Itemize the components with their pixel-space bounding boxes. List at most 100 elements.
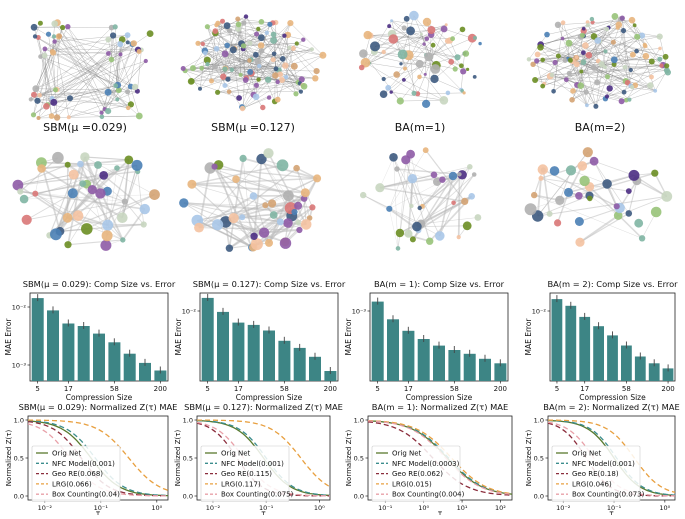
bar [418,339,430,381]
network-node [390,90,393,93]
x-tick-label: 5 [35,385,39,393]
network-node [382,77,386,81]
network-node [226,245,233,252]
bar [635,357,646,382]
network-node [181,66,186,71]
network-node [580,33,585,38]
network-graph-6 [360,147,481,250]
chart-title: SBM(μ = 0.029): Normalized Z(τ) MAE [19,402,178,412]
network-node [255,58,262,65]
caption-ba-m1: BA(m=1) [395,121,446,134]
network-node [451,201,456,206]
network-node [460,27,466,33]
network-node [301,38,305,42]
network-node [239,73,243,77]
network-edge [537,61,543,86]
network-node [243,77,249,83]
network-node [386,206,392,212]
network-node [581,59,587,65]
network-node [399,62,402,65]
bar [402,331,414,381]
network-node [52,152,64,164]
network-node [272,72,278,78]
network-node [534,58,539,63]
bar [387,319,399,381]
network-node [301,83,308,90]
network-node [408,174,417,183]
network-node [566,40,573,47]
network-graph-7 [525,147,673,247]
network-node [468,193,475,200]
network-node [203,51,208,56]
network-node [459,63,464,68]
network-node [579,70,583,74]
network-edge [435,79,463,91]
x-axis-label: Compression Size [579,393,646,402]
legend-label: Box Counting(0.073) [572,491,645,499]
network-node [586,52,593,59]
network-node [205,24,210,29]
network-node [561,20,566,25]
network-node [144,59,148,63]
bar [202,298,214,381]
network-node [423,147,429,153]
network-node [412,222,422,232]
network-node [661,191,672,202]
network-node [417,75,422,80]
network-node [274,66,279,71]
network-node [263,148,273,158]
bar [294,348,306,381]
y-tick-label: 0.5 [354,455,364,463]
network-node [106,51,111,56]
network-node [375,183,384,192]
network-node [643,43,647,47]
line-chart-3: BA(m = 2): Normalized Z(τ) MAE0.00.51.01… [525,402,680,515]
network-node [575,192,583,200]
network-node [540,58,545,63]
network-node [424,52,433,61]
network-node [227,90,232,95]
network-node [43,103,50,110]
network-node [314,68,320,74]
network-node [551,89,556,94]
network-node [473,36,477,40]
network-node [582,27,586,31]
network-node [420,33,423,36]
network-node [602,179,612,189]
network-node [50,99,57,106]
network-node [394,166,399,171]
network-node [472,172,477,177]
network-node [575,55,579,59]
x-tick-label: 10¹ [457,504,468,512]
bar [372,302,384,381]
network-node [380,90,388,98]
network-node [198,87,202,91]
network-node [649,75,654,80]
y-tick-label: 1.0 [14,417,24,425]
network-node [132,84,138,90]
network-node [209,79,214,84]
network-node [190,65,196,71]
network-node [359,49,368,58]
network-node [125,32,131,38]
network-node [621,28,626,33]
network-node [187,180,196,189]
network-node [404,16,410,22]
network-node [563,58,568,63]
network-node [100,111,104,115]
network-node [406,26,415,35]
network-node [659,64,663,68]
network-node [57,34,62,39]
network-node [113,83,118,88]
network-node [214,46,220,52]
network-node [31,24,38,31]
network-node [581,50,586,55]
network-node [439,177,445,183]
network-node [63,213,73,223]
network-graph-2 [359,11,482,108]
bar [124,354,136,381]
bar [552,299,563,381]
network-node [230,68,234,72]
network-node [256,77,260,81]
